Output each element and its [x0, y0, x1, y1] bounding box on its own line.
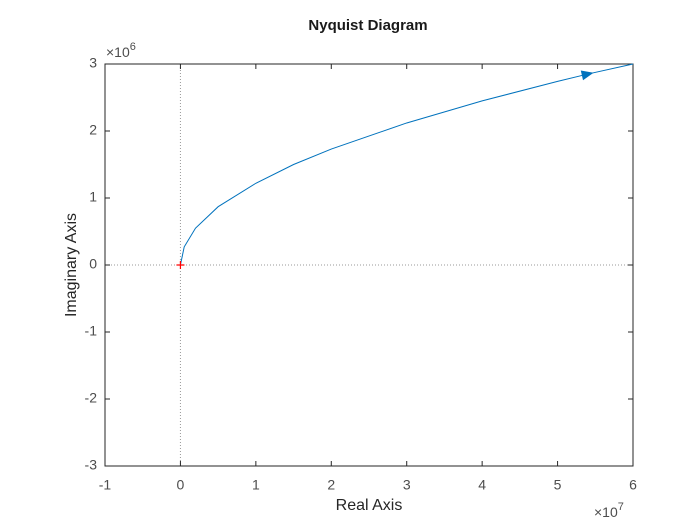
y-scale: ×106 [106, 41, 136, 60]
y-scale-base: ×10 [106, 44, 130, 60]
x-axis-label: Real Axis [336, 497, 403, 514]
critical-point [176, 261, 185, 269]
curve [179, 63, 634, 266]
x-tick-label: 6 [629, 477, 637, 493]
y-tick-label: -3 [85, 457, 98, 473]
x-tick-label: 1 [252, 477, 260, 493]
direction-arrow [580, 70, 594, 81]
x-scale: ×107 [594, 501, 624, 520]
x-tick-label: 4 [478, 477, 486, 493]
y-tick-label: 0 [89, 256, 97, 272]
y-tick-label: -1 [85, 323, 98, 339]
x-tick-label: 5 [554, 477, 562, 493]
y-tick-label: 1 [89, 189, 97, 205]
y-tick-label: 2 [89, 122, 97, 138]
x-tick-label: 0 [177, 477, 185, 493]
x-scale-power: 7 [618, 501, 624, 513]
x-tick-label: 3 [403, 477, 411, 493]
y-axis-label: Imaginary Axis [63, 213, 80, 317]
y-scale-power: 6 [130, 41, 136, 53]
x-tick-label: -1 [99, 477, 112, 493]
x-scale-base: ×10 [594, 504, 618, 520]
y-tick-label: -2 [85, 390, 98, 406]
chart-title: Nyquist Diagram [308, 17, 427, 34]
y-tick-label: 3 [89, 55, 97, 71]
x-tick-label: 2 [327, 477, 335, 493]
